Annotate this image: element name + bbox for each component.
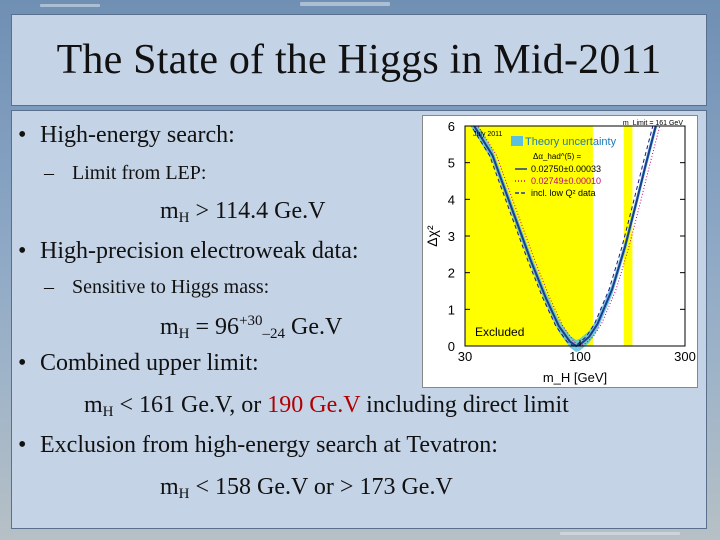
y-tick-label: 1 bbox=[448, 302, 455, 317]
subbullet-sensitive: – Sensitive to Higgs mass: bbox=[44, 276, 270, 298]
y-tick-label: 6 bbox=[448, 119, 455, 134]
bullet-electroweak: • High-precision electroweak data: bbox=[18, 238, 359, 264]
x-tick-label: 100 bbox=[569, 349, 591, 364]
x-tick-label: 300 bbox=[674, 349, 696, 364]
slide-title: The State of the Higgs in Mid-2011 bbox=[56, 37, 662, 83]
excluded-label: Excluded bbox=[475, 325, 524, 339]
formula-ew-fit: mH = 96+30–24 Ge.V bbox=[160, 313, 343, 342]
legend-title: Theory uncertainty bbox=[525, 136, 617, 148]
blueband-chart: 0 1 2 3 4 5 6 30 100 300 m_H [GeV] Δχ² July 2011 m_Li… bbox=[423, 105, 697, 385]
formula-tevatron: mH < 158 Ge.V or > 173 Ge.V bbox=[160, 474, 453, 502]
legend-entry: incl. low Q² data bbox=[531, 188, 596, 198]
formula-combined-limit: mH < 161 Ge.V, or 190 Ge.V including dir… bbox=[84, 392, 569, 420]
x-axis-label: m_H [GeV] bbox=[543, 370, 607, 385]
legend-swatch-band bbox=[511, 136, 523, 146]
y-axis-label: Δχ² bbox=[424, 225, 440, 247]
formula-lep-limit: mH > 114.4 Ge.V bbox=[160, 198, 326, 226]
y-tick-label: 4 bbox=[448, 192, 455, 207]
subbullet-lep: – Limit from LEP: bbox=[44, 162, 207, 184]
legend-entry: 0.02749±0.00010 bbox=[531, 176, 601, 186]
background-texture bbox=[560, 532, 680, 535]
bullet-combined: • Combined upper limit: bbox=[18, 350, 259, 376]
y-tick-label: 0 bbox=[448, 339, 455, 354]
background-texture bbox=[40, 4, 100, 7]
y-tick-label: 2 bbox=[448, 266, 455, 281]
bullet-tevatron: • Exclusion from high-energy search at Te… bbox=[18, 432, 498, 458]
title-panel: The State of the Higgs in Mid-2011 bbox=[11, 14, 707, 106]
x-tick-label: 30 bbox=[458, 349, 472, 364]
bullet-high-energy-search: • High-energy search: bbox=[18, 122, 235, 148]
mask-top bbox=[423, 116, 697, 126]
legend-entry: 0.02750±0.00033 bbox=[531, 164, 601, 174]
blueband-plot: 0 1 2 3 4 5 6 30 100 300 m_H [GeV] Δχ² July 2011 m_Li… bbox=[422, 105, 698, 388]
y-tick-label: 5 bbox=[448, 156, 455, 171]
corner-label-right: m_Limit = 161 GeV bbox=[623, 120, 683, 127]
y-tick-label: 3 bbox=[448, 229, 455, 244]
series-line bbox=[464, 110, 661, 348]
corner-label-left: July 2011 bbox=[473, 131, 503, 138]
excluded-region bbox=[465, 126, 593, 346]
background-texture bbox=[300, 2, 390, 6]
legend-subtitle: Δα_had^(5) = bbox=[533, 152, 582, 161]
